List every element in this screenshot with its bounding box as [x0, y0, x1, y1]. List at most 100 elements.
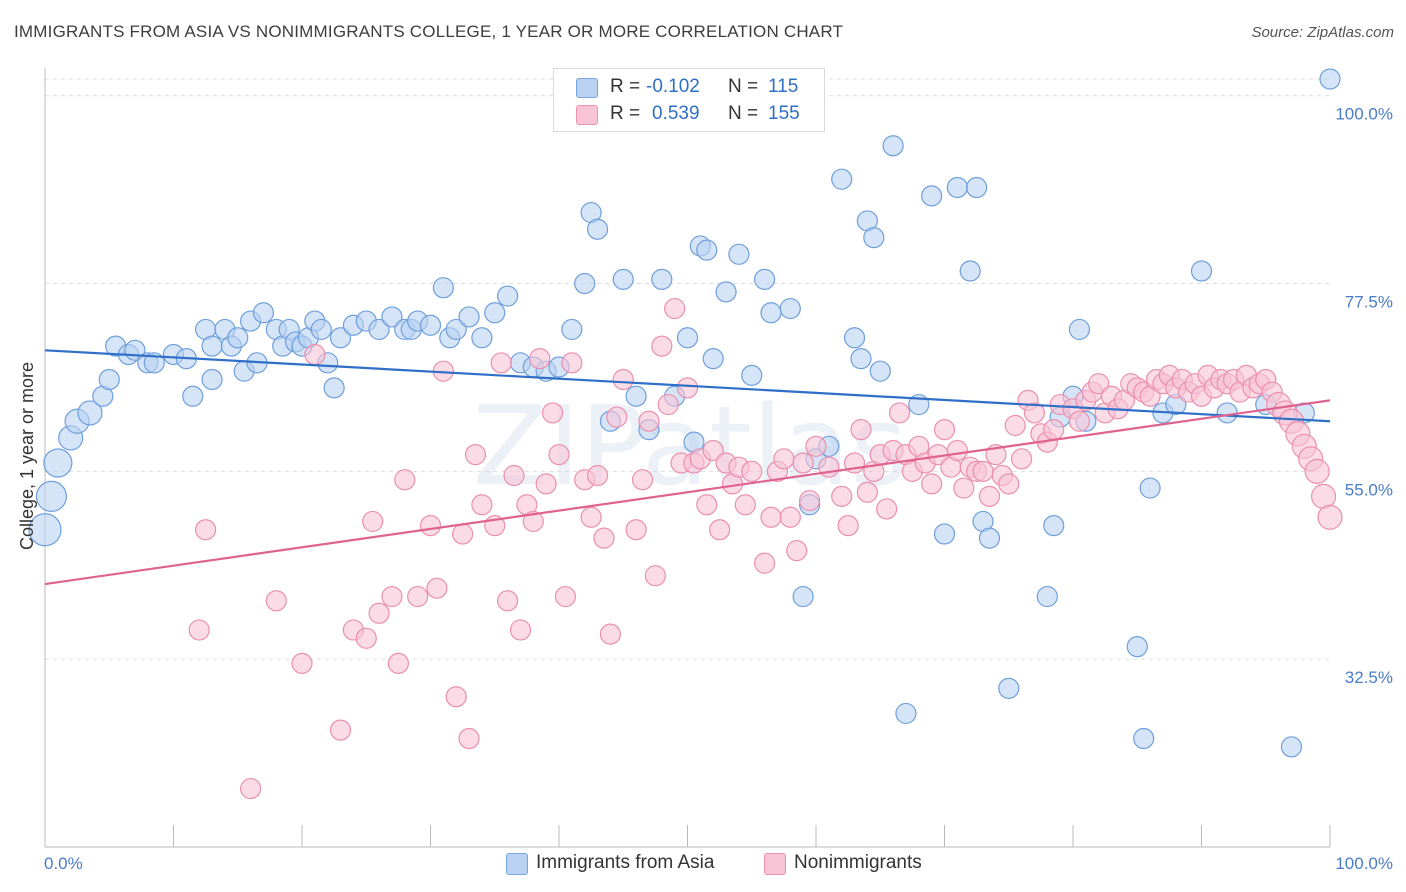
- nonimmigrants-swatch: [576, 105, 598, 125]
- asia-point: [843, 327, 866, 349]
- nonimmigrant-point: [580, 506, 602, 528]
- asia-point: [329, 327, 352, 349]
- tick-label-layer: 32.5% 55.0% 77.5% 100.0% 0.0% 100.0%: [44, 105, 1393, 873]
- nonimmigrant-point: [702, 439, 724, 462]
- asia-point: [35, 480, 68, 512]
- asia-point: [445, 318, 467, 341]
- asia-point: [1126, 636, 1148, 658]
- asia-point: [1216, 402, 1238, 424]
- asia-point: [43, 448, 73, 478]
- nonimmigrant-point: [818, 456, 840, 478]
- nonimmigrant-point: [458, 727, 480, 750]
- asia-point: [978, 527, 1001, 549]
- nonimmigrant-point: [1068, 410, 1091, 432]
- asia-point: [1043, 515, 1065, 537]
- asia-point: [561, 318, 583, 341]
- nonimmigrant-point: [445, 686, 467, 708]
- nonimmigrant-point: [837, 515, 859, 537]
- nonimmigrant-point: [888, 402, 911, 424]
- nonimmigrant-point: [503, 464, 525, 487]
- asia-point: [625, 385, 647, 407]
- points-layer: [28, 68, 1343, 800]
- asia-point: [869, 360, 891, 382]
- source-credit: Source: ZipAtlas.com: [1251, 24, 1394, 41]
- n-label: N =: [728, 103, 759, 124]
- asia-point: [98, 368, 120, 391]
- nonimmigrant-point: [1004, 414, 1026, 437]
- nonimmigrant-point: [753, 552, 776, 574]
- r-label: R =: [610, 76, 641, 97]
- asia-point: [850, 348, 872, 370]
- asia-point: [959, 260, 981, 282]
- nonimmigrant-point: [786, 540, 808, 562]
- nonimmigrant-point: [831, 485, 853, 507]
- nonimmigrant-point: [381, 585, 403, 608]
- asia-point: [612, 268, 634, 290]
- nonimmigrant-point: [709, 519, 731, 541]
- nonimmigrant-point: [419, 515, 442, 537]
- nonimmigrant-point: [876, 498, 898, 520]
- asia-point: [753, 268, 776, 290]
- asia-point: [182, 385, 204, 407]
- asia-swatch: [576, 78, 598, 98]
- nonimmigrant-point: [734, 494, 756, 516]
- nonimmigrant-point: [240, 777, 262, 800]
- nonimmigrant-point: [792, 452, 814, 474]
- nonimmigrant-point: [1310, 483, 1337, 509]
- nonimmigrant-point: [696, 494, 718, 516]
- nonimmigrant-point: [612, 368, 634, 391]
- asia-point: [432, 277, 454, 299]
- asia-point: [1280, 736, 1303, 758]
- asia-point: [702, 348, 724, 370]
- nonimmigrant-point: [798, 489, 821, 512]
- nonimmigrant-point: [850, 419, 872, 441]
- nonimmigrant-point: [407, 585, 429, 608]
- nonimmigrant-point: [856, 481, 879, 503]
- asia-point: [1190, 260, 1213, 282]
- trend-layer: [44, 349, 1331, 586]
- y-axis-label: College, 1 year or more: [17, 362, 37, 550]
- n-label: N =: [728, 76, 759, 97]
- asia-point: [381, 306, 403, 328]
- nonimmigrant-point: [972, 460, 994, 482]
- nonimmigrant-point: [1010, 448, 1033, 470]
- nonimmigrant-point: [760, 506, 782, 528]
- asia-point: [792, 585, 814, 608]
- asia-point: [946, 176, 968, 199]
- stats-legend: R = -0.102 N = 115 R = 0.539 N = 155: [553, 68, 825, 132]
- nonimmigrant-point: [651, 335, 673, 357]
- nonimmigrant-point: [921, 473, 943, 495]
- nonimmigrant-point: [368, 602, 390, 624]
- asia-legend-label: Immigrants from Asia: [536, 852, 715, 873]
- y-tick-label: 55.0%: [1345, 480, 1393, 499]
- nonimmigrant-point: [631, 469, 654, 491]
- nonimmigrant-point: [522, 510, 544, 533]
- nonimmigrant-point: [644, 565, 666, 587]
- asia-point: [201, 368, 223, 391]
- asia-point: [998, 677, 1020, 699]
- r-value: 0.539: [652, 103, 700, 124]
- nonimmigrant-point: [426, 577, 448, 599]
- asia-point: [831, 168, 853, 190]
- nonimmigrant-point: [664, 297, 686, 320]
- asia-point: [1036, 585, 1058, 608]
- nonimmigrant-point: [625, 519, 647, 541]
- nonimmigrant-point: [452, 523, 474, 545]
- nonimmigrants-legend-swatch: [764, 853, 786, 875]
- asia-point: [882, 135, 904, 157]
- nonimmigrant-point: [773, 448, 795, 470]
- nonimmigrant-point: [779, 506, 801, 528]
- asia-point: [28, 513, 62, 547]
- n-value: 115: [768, 76, 799, 97]
- asia-point: [715, 281, 737, 303]
- nonimmigrant-point: [599, 623, 622, 645]
- asia-point: [741, 364, 763, 386]
- asia-point: [201, 335, 223, 357]
- asia-point: [895, 702, 917, 725]
- asia-point: [484, 302, 506, 324]
- nonimmigrant-point: [657, 393, 679, 416]
- asia-point: [921, 185, 943, 207]
- nonimmigrant-point: [490, 352, 512, 374]
- nonimmigrant-point: [535, 473, 557, 495]
